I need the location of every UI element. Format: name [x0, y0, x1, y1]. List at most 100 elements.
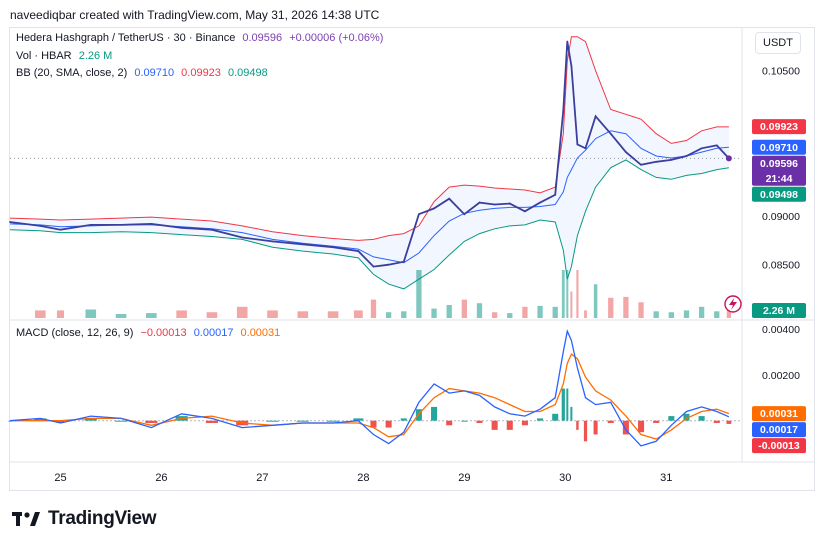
volume-tag-bg — [752, 303, 806, 318]
macd-histogram-bar — [622, 420, 629, 435]
macd-histogram-bar — [566, 388, 569, 421]
time-tick-label: 26 — [155, 472, 167, 484]
bb-basis-line — [9, 130, 729, 264]
volume-bar — [385, 312, 392, 318]
price-tag-bg — [752, 139, 806, 155]
legend-macd-signal: 0.00031 — [240, 327, 281, 339]
legend-bb-lower: 0.09498 — [227, 67, 268, 79]
price-point — [594, 115, 597, 118]
volume-bar — [176, 310, 187, 318]
price-point — [715, 144, 718, 147]
price-tag: 0.09498 — [760, 189, 798, 201]
macd-tag: -0.00013 — [758, 440, 800, 452]
price-point — [685, 155, 688, 157]
macd-histogram-bar — [145, 420, 158, 423]
macd-tick-label: 0.00400 — [762, 324, 800, 336]
volume-bar — [566, 270, 569, 318]
macd-histogram-bar — [698, 416, 705, 421]
legend-macd-row: MACD (close, 12, 26, 9) −0.00013 0.00017… — [16, 327, 284, 339]
time-tick-label: 30 — [559, 472, 571, 484]
macd-tag-bg — [752, 422, 806, 438]
volume-bar — [683, 310, 690, 318]
volume-bar — [576, 270, 579, 318]
legend-macd-line: 0.00017 — [193, 327, 234, 339]
macd-histogram-bar — [583, 420, 588, 442]
price-tag-bg — [752, 155, 806, 186]
legend-vol-label[interactable]: Vol · HBAR — [16, 50, 72, 62]
price-tag: 0.09923 — [760, 121, 798, 133]
volume-bar — [401, 311, 407, 318]
price-tick-label: 0.09000 — [762, 211, 800, 223]
macd-histogram-bar — [668, 416, 675, 421]
macd-histogram-bar — [400, 418, 407, 421]
macd-histogram-bar — [431, 406, 438, 421]
price-point — [463, 213, 466, 216]
legend-macd-label[interactable]: MACD (close, 12, 26, 9) — [16, 327, 134, 339]
price-point — [539, 201, 541, 204]
macd-histogram-bar — [353, 418, 364, 421]
time-tick-label: 27 — [256, 472, 268, 484]
price-point — [211, 228, 213, 231]
macd-histogram-bar — [491, 420, 498, 430]
macd-line — [9, 329, 730, 447]
macd-histogram-bar — [593, 420, 598, 435]
volume-bar — [570, 291, 573, 318]
legend-change: +0.00006 (+0.06%) — [289, 32, 384, 44]
macd-histogram-bar — [476, 420, 483, 423]
legend-bb-row: BB (20, SMA, close, 2) 0.09710 0.09923 0… — [16, 67, 272, 79]
volume-bar — [85, 309, 97, 318]
price-point — [655, 160, 658, 163]
price-point — [562, 109, 565, 112]
price-point — [241, 236, 244, 239]
volume-bar — [446, 305, 452, 318]
price-point — [433, 207, 435, 210]
volume-bar — [206, 312, 218, 318]
price-point — [180, 226, 183, 229]
macd-histogram-bar — [266, 420, 279, 422]
bb-upper-line — [9, 36, 729, 241]
price-tag-countdown: 21:44 — [766, 173, 793, 185]
volume-bar — [623, 296, 629, 318]
macd-histogram-bar — [506, 420, 513, 430]
volume-bar — [236, 306, 248, 318]
legend-bb-label[interactable]: BB (20, SMA, close, 2) — [16, 67, 128, 79]
chart-credit: naveediqbar created with TradingView.com… — [10, 8, 380, 22]
price-point — [59, 228, 62, 231]
chart-frame — [9, 27, 815, 491]
price-point — [640, 163, 642, 166]
volume-bar — [370, 299, 377, 318]
macd-signal-line — [10, 353, 730, 440]
price-point — [524, 210, 526, 213]
price-point — [357, 250, 360, 252]
time-tick-label: 28 — [357, 472, 369, 484]
price-point — [402, 260, 405, 263]
price-point — [493, 203, 496, 206]
macd-histogram-bar — [327, 420, 340, 422]
legend-volume-row: Vol · HBAR 2.26 M — [16, 50, 116, 62]
currency-button[interactable]: USDT — [755, 32, 801, 54]
volume-bar — [668, 312, 674, 318]
volume-bar — [115, 314, 127, 318]
lightning-icon-bolt — [729, 298, 737, 310]
volume-bar — [653, 311, 659, 318]
macd-histogram-bar — [683, 413, 690, 421]
macd-histogram-bar — [415, 409, 422, 421]
macd-histogram-bar — [115, 420, 128, 422]
bb-lower-line — [9, 159, 729, 290]
volume-bar — [34, 310, 46, 318]
price-point — [372, 265, 375, 268]
macd-histogram-bar — [34, 418, 47, 421]
volume-bar — [491, 312, 498, 318]
time-tick-label: 29 — [458, 472, 470, 484]
macd-histogram-bar — [570, 406, 573, 421]
macd-histogram-bar — [205, 420, 218, 423]
price-tag: 0.09596 — [760, 158, 798, 170]
legend-symbol[interactable]: Hedera Hashgraph / TetherUS · 30 · Binan… — [16, 32, 236, 44]
tradingview-logo-text: TradingView — [48, 508, 157, 529]
legend-symbol-row: Hedera Hashgraph / TetherUS · 30 · Binan… — [16, 32, 387, 44]
volume-bar — [522, 306, 528, 318]
volume-bar — [593, 284, 598, 318]
price-point — [387, 263, 390, 266]
volume-bar — [297, 311, 309, 318]
